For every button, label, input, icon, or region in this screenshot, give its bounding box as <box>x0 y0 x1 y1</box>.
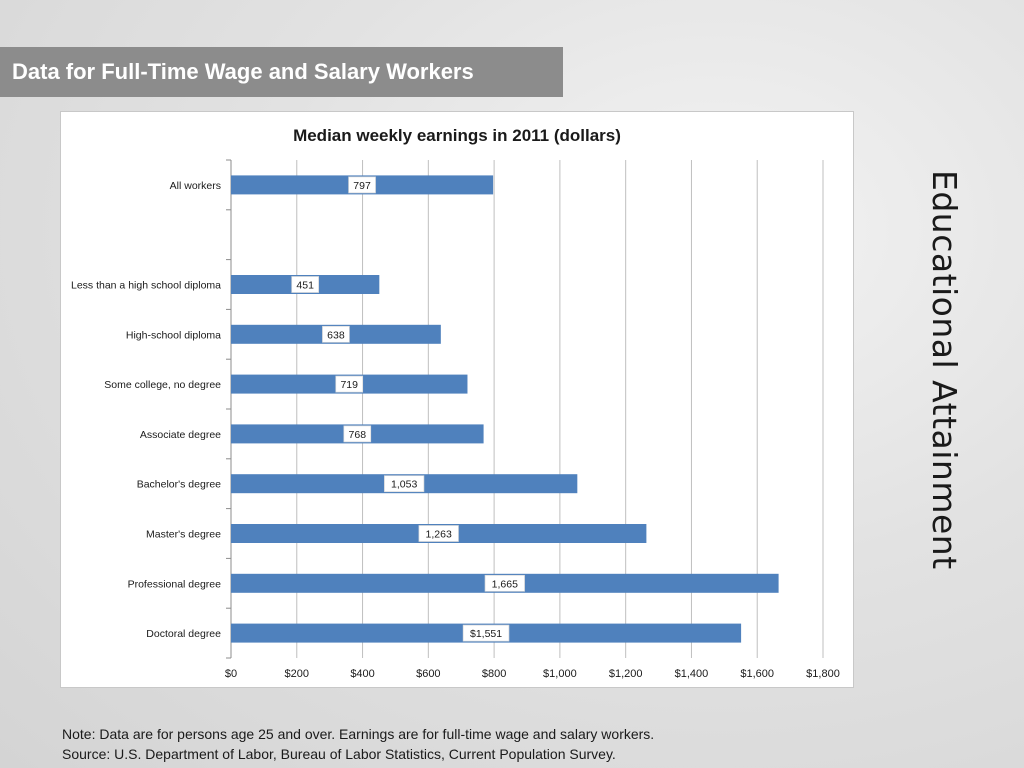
side-title-box: Educational Attainment <box>925 170 965 640</box>
data-label-box <box>418 525 459 542</box>
side-title: Educational Attainment <box>925 170 964 570</box>
data-label: $1,551 <box>470 628 502 640</box>
data-label: 719 <box>340 379 358 391</box>
category-label: Professional degree <box>128 578 222 590</box>
x-tick-label: $1,200 <box>609 668 643 680</box>
category-label: Doctoral degree <box>146 628 221 640</box>
data-label-box <box>484 574 525 592</box>
category-label: Some college, no degree <box>104 379 221 391</box>
data-label-box <box>322 325 350 343</box>
category-label: Master's degree <box>146 529 221 541</box>
data-label: 1,665 <box>492 578 518 590</box>
data-label-box <box>291 276 319 293</box>
data-label: 1,263 <box>426 529 452 541</box>
category-label: High-school diploma <box>126 329 221 341</box>
x-tick-label: $1,600 <box>740 668 774 680</box>
data-label: 768 <box>349 429 367 441</box>
x-tick-label: $1,400 <box>675 668 709 680</box>
data-label-box <box>384 475 425 493</box>
x-tick-label: $1,000 <box>543 668 577 680</box>
slide-title: Data for Full-Time Wage and Salary Worke… <box>12 59 474 84</box>
category-label: Bachelor's degree <box>137 479 221 491</box>
bar-chart: Median weekly earnings in 2011 (dollars)… <box>71 126 840 680</box>
data-label-box <box>348 176 376 194</box>
chart-panel: Median weekly earnings in 2011 (dollars)… <box>60 111 854 688</box>
source-text: Source: U.S. Department of Labor, Bureau… <box>62 746 616 762</box>
x-tick-label: $200 <box>285 668 309 680</box>
category-label: Less than a high school diploma <box>71 280 221 292</box>
x-tick-label: $800 <box>482 668 506 680</box>
data-label: 1,053 <box>391 479 417 491</box>
data-label-box <box>462 624 510 642</box>
note-text: Note: Data are for persons age 25 and ov… <box>62 726 655 742</box>
x-tick-label: $400 <box>350 668 374 680</box>
x-tick-label: $0 <box>225 668 237 680</box>
data-label-box <box>335 375 364 393</box>
data-label: 797 <box>353 180 371 192</box>
data-label-box <box>343 425 372 443</box>
category-label: Associate degree <box>140 429 221 441</box>
slide-title-bar: Data for Full-Time Wage and Salary Worke… <box>0 47 563 97</box>
category-label: All workers <box>170 180 221 192</box>
x-tick-label: $600 <box>416 668 440 680</box>
data-label: 638 <box>327 329 345 341</box>
chart-title: Median weekly earnings in 2011 (dollars) <box>293 126 621 145</box>
x-tick-label: $1,800 <box>806 668 840 680</box>
data-label: 451 <box>296 280 314 292</box>
footnote: Note: Data are for persons age 25 and ov… <box>62 724 962 764</box>
